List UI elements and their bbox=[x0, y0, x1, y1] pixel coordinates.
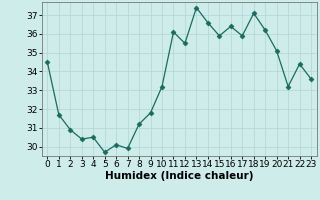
X-axis label: Humidex (Indice chaleur): Humidex (Indice chaleur) bbox=[105, 171, 253, 181]
